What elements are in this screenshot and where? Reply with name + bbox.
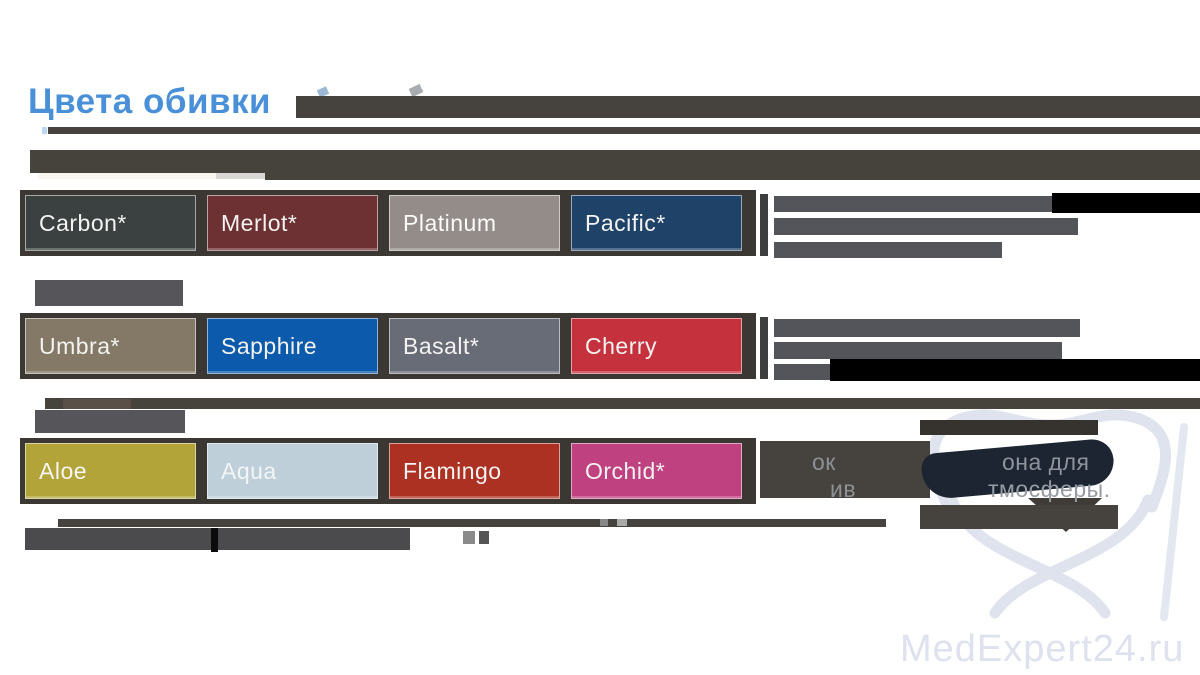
redacted-text-line <box>774 364 830 380</box>
glitch-block <box>600 519 608 526</box>
glitch-light-strip <box>38 173 216 179</box>
swatch-basalt[interactable]: Basalt* <box>389 318 560 374</box>
glitch-block <box>463 531 475 544</box>
swatch-carbon[interactable]: Carbon* <box>25 195 196 251</box>
page-title: Цвета обивки <box>28 82 272 121</box>
redacted-title-bar <box>296 96 1200 118</box>
swatch-label: Umbra* <box>39 332 120 359</box>
redacted-text-line <box>774 342 1062 359</box>
swatch-merlot[interactable]: Merlot* <box>207 195 378 251</box>
description3-fragment: она для <box>1002 449 1090 475</box>
swatch-label: Pacific* <box>585 209 666 236</box>
swatch-umbra[interactable]: Umbra* <box>25 318 196 374</box>
glitch-block <box>920 420 1098 435</box>
swatch-aqua[interactable]: Aqua <box>207 443 378 499</box>
redacted-text-line <box>774 319 1080 337</box>
redacted-rule-bar <box>48 127 1200 134</box>
redacted-section1-header-underline <box>265 173 1200 180</box>
redacted-text-line <box>774 196 1052 212</box>
redacted-footnote-rule <box>58 519 886 527</box>
swatch-label: Sapphire <box>221 332 318 359</box>
swatch-label: Cherry <box>585 332 658 359</box>
description-rule <box>760 317 768 379</box>
glitch-tick-dark <box>211 528 218 552</box>
swatch-label: Aloe <box>39 457 88 484</box>
redacted-text-line <box>830 359 1200 381</box>
watermark-text: MedExpert24.ru <box>900 628 1185 670</box>
swatch-aloe[interactable]: Aloe <box>25 443 196 499</box>
redacted-text-line <box>774 218 1078 235</box>
glitch-block <box>63 399 131 409</box>
swatch-label: Basalt* <box>403 332 480 359</box>
swatch-label: Platinum <box>403 209 497 236</box>
swatch-label: Merlot* <box>221 209 298 236</box>
redacted-section3-header <box>35 410 185 433</box>
description3-fragment: ок <box>812 449 836 475</box>
swatch-cherry[interactable]: Cherry <box>571 318 742 374</box>
swatch-flamingo[interactable]: Flamingo <box>389 443 560 499</box>
redacted-text-line <box>1052 193 1200 213</box>
redacted-section2-header <box>35 280 183 306</box>
swatch-pacific[interactable]: Pacific* <box>571 195 742 251</box>
redacted-text-mass <box>760 441 930 498</box>
glitch-dot <box>42 127 47 134</box>
glitch-block <box>479 531 489 544</box>
swatch-label: Orchid* <box>585 457 666 484</box>
swatch-label: Flamingo <box>403 457 502 484</box>
description3-fragment: ив <box>830 476 857 502</box>
glitch-block <box>617 519 627 526</box>
swatch-orchid[interactable]: Orchid* <box>571 443 742 499</box>
glitch-band <box>920 505 1118 529</box>
description-rule <box>760 194 768 256</box>
swatch-label: Aqua <box>221 457 277 484</box>
redacted-section3-rule <box>45 398 1200 409</box>
glitch-light-strip <box>216 173 265 179</box>
description3-fragment: тмосферы. <box>988 476 1111 502</box>
swatch-label: Carbon* <box>39 209 127 236</box>
swatch-sapphire[interactable]: Sapphire <box>207 318 378 374</box>
swatch-platinum[interactable]: Platinum <box>389 195 560 251</box>
redacted-text-line <box>774 242 1002 258</box>
redacted-section1-header <box>30 150 1200 173</box>
